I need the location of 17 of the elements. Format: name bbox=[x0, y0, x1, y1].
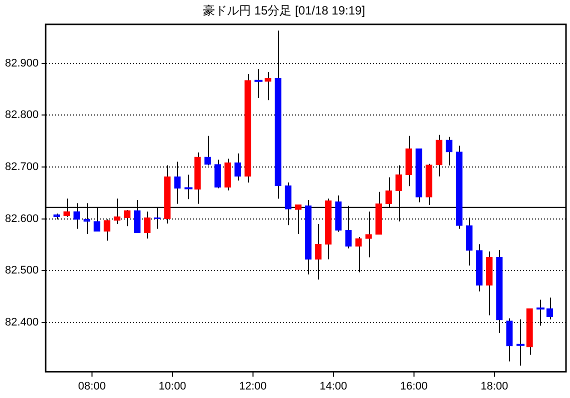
x-tick-label: 18:00 bbox=[480, 380, 508, 392]
candlestick bbox=[264, 72, 272, 101]
y-tick-label: 82.900 bbox=[4, 57, 39, 70]
x-tick-label: 08:00 bbox=[78, 380, 106, 392]
y-tick-label: 82.400 bbox=[4, 316, 39, 329]
chart-title: 豪ドル円 15分足 [01/18 19:19] bbox=[202, 4, 366, 18]
x-tick-label: 16:00 bbox=[400, 380, 428, 392]
candlestick bbox=[466, 217, 473, 266]
y-tick-label: 82.500 bbox=[4, 264, 39, 277]
x-tick-label: 14:00 bbox=[320, 380, 348, 392]
y-tick-label: 82.600 bbox=[4, 212, 39, 225]
y-tick-label: 82.800 bbox=[4, 109, 39, 122]
y-tick-label: 82.700 bbox=[4, 161, 39, 174]
candlestick bbox=[446, 136, 452, 166]
candlestick bbox=[546, 297, 554, 320]
x-tick-label: 10:00 bbox=[158, 380, 186, 392]
x-tick-label: 12:00 bbox=[239, 380, 267, 392]
